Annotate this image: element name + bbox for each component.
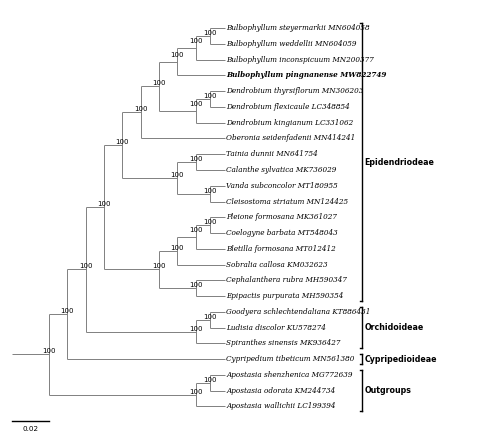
Text: 100: 100 [189, 388, 202, 395]
Text: Vanda subconcolor MT180955: Vanda subconcolor MT180955 [226, 182, 338, 190]
Text: 100: 100 [189, 227, 202, 233]
Text: Coelogyne barbata MT548043: Coelogyne barbata MT548043 [226, 229, 338, 237]
Text: Spiranthes sinensis MK936427: Spiranthes sinensis MK936427 [226, 340, 341, 347]
Text: Apostasia odorata KM244734: Apostasia odorata KM244734 [226, 387, 336, 395]
Text: Bulbophyllum weddellii MN604059: Bulbophyllum weddellii MN604059 [226, 40, 357, 48]
Text: 100: 100 [42, 349, 56, 354]
Text: Tainia dunnii MN641754: Tainia dunnii MN641754 [226, 150, 318, 158]
Text: 100: 100 [189, 101, 202, 107]
Text: 100: 100 [170, 172, 184, 178]
Text: 100: 100 [189, 156, 202, 162]
Text: Bulbophyllum steyermarkii MN604058: Bulbophyllum steyermarkii MN604058 [226, 24, 370, 32]
Text: Bletilla formosana MT012412: Bletilla formosana MT012412 [226, 245, 336, 253]
Text: 100: 100 [204, 377, 217, 383]
Text: 100: 100 [60, 308, 74, 314]
Text: Cypripedium tibeticum MN561380: Cypripedium tibeticum MN561380 [226, 355, 355, 363]
Text: Bulbophyllum inconspicuum MN200377: Bulbophyllum inconspicuum MN200377 [226, 56, 374, 64]
Text: Dendrobium thyrsiflorum MN306203: Dendrobium thyrsiflorum MN306203 [226, 87, 364, 95]
Text: 100: 100 [189, 326, 202, 332]
Text: Cephalanthera rubra MH590347: Cephalanthera rubra MH590347 [226, 276, 348, 284]
Text: 100: 100 [204, 219, 217, 225]
Text: Dendrobium flexicaule LC348854: Dendrobium flexicaule LC348854 [226, 103, 350, 111]
Text: 0.02: 0.02 [22, 426, 38, 432]
Text: 100: 100 [152, 80, 166, 86]
Text: 100: 100 [204, 30, 217, 36]
Text: Goodyera schlechtendaliana KT886431: Goodyera schlechtendaliana KT886431 [226, 308, 371, 316]
Text: Outgroups: Outgroups [364, 386, 411, 395]
Text: Epidendriodeae: Epidendriodeae [364, 158, 434, 167]
Text: 100: 100 [134, 106, 147, 112]
Text: 100: 100 [189, 282, 202, 288]
Text: 100: 100 [204, 93, 217, 99]
Text: Sobralia callosa KM032623: Sobralia callosa KM032623 [226, 261, 328, 268]
Text: Pleione formosana MK361027: Pleione formosana MK361027 [226, 213, 338, 221]
Text: Cypripedioideae: Cypripedioideae [364, 355, 437, 364]
Text: 100: 100 [152, 263, 166, 270]
Text: Bulbophyllum pingnanense MW822749: Bulbophyllum pingnanense MW822749 [226, 71, 387, 79]
Text: 100: 100 [97, 201, 111, 207]
Text: 100: 100 [204, 314, 217, 320]
Text: Calanthe sylvatica MK736029: Calanthe sylvatica MK736029 [226, 166, 337, 174]
Text: Ludisia discolor KU578274: Ludisia discolor KU578274 [226, 323, 326, 332]
Text: Oberonia seidenfadenii MN414241: Oberonia seidenfadenii MN414241 [226, 134, 356, 142]
Text: 100: 100 [116, 139, 129, 145]
Text: 100: 100 [189, 38, 202, 44]
Text: Apostasia wallichii LC199394: Apostasia wallichii LC199394 [226, 402, 336, 410]
Text: 100: 100 [170, 245, 184, 251]
Text: 100: 100 [79, 263, 92, 269]
Text: 100: 100 [204, 188, 217, 194]
Text: Apostasia shenzhenica MG772639: Apostasia shenzhenica MG772639 [226, 371, 353, 379]
Text: Cleisostoma striatum MN124425: Cleisostoma striatum MN124425 [226, 198, 348, 206]
Text: 100: 100 [170, 52, 184, 58]
Text: Epipactis purpurata MH590354: Epipactis purpurata MH590354 [226, 292, 344, 300]
Text: Orchidoideae: Orchidoideae [364, 323, 424, 332]
Text: Dendrobium kingianum LC331062: Dendrobium kingianum LC331062 [226, 119, 354, 127]
